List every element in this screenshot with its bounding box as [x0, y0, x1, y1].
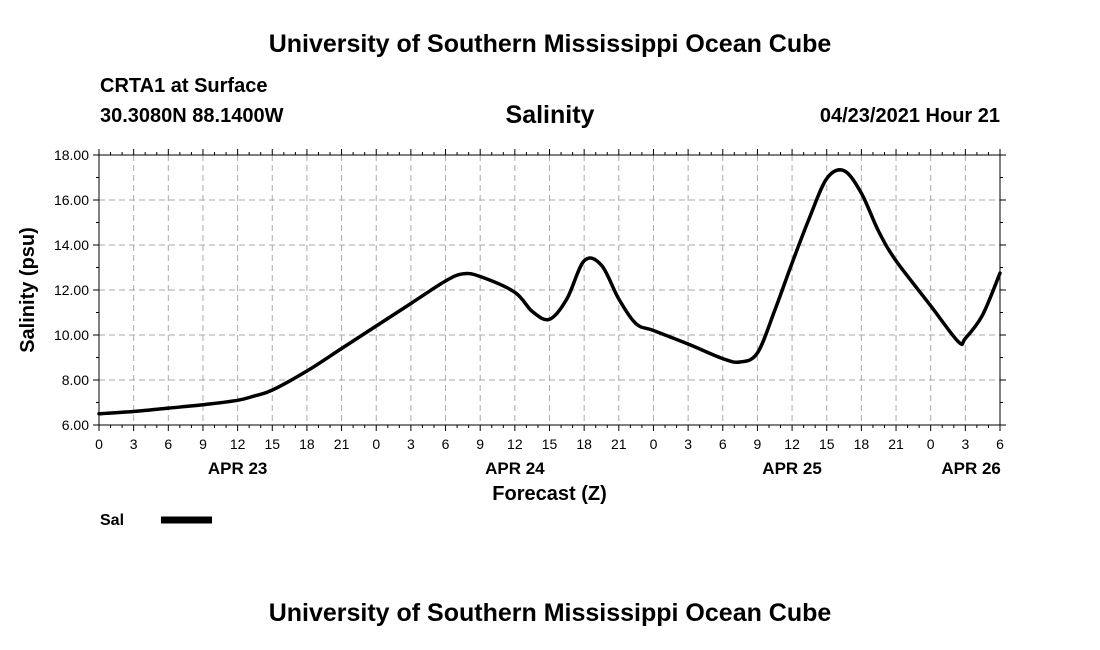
y-tick-label: 10.00	[54, 327, 89, 343]
plot-frame	[98, 154, 1001, 426]
x-tick-label: 15	[542, 436, 558, 452]
x-tick-label: 18	[576, 436, 592, 452]
y-tick-label: 12.00	[54, 282, 89, 298]
x-tick-label: 18	[854, 436, 870, 452]
y-tick-label: 16.00	[54, 192, 89, 208]
x-tick-label: 3	[684, 436, 692, 452]
series-line-sal	[97, 168, 1002, 416]
x-tick-label: 21	[611, 436, 627, 452]
y-tick-label: 14.00	[54, 237, 89, 253]
station-label: CRTA1 at Surface	[100, 75, 268, 97]
x-tick-label: 0	[372, 436, 380, 452]
x-tick-label: 12	[507, 436, 523, 452]
x-tick-label: 9	[476, 436, 484, 452]
x-tick-label: 9	[754, 436, 762, 452]
footer-title: University of Southern Mississippi Ocean…	[268, 599, 832, 627]
variable-title: Salinity	[505, 101, 595, 129]
axis-labels: 6.00 8.00 10.00 12.00 14.00 16.00 18.00 0 3 6 9 12 1…	[17, 147, 1004, 529]
x-tick-label: 6	[996, 436, 1004, 452]
date-label: APR 26	[941, 459, 1001, 478]
series-layer	[97, 168, 1002, 416]
x-tick-label: 9	[199, 436, 207, 452]
chart-title: University of Southern Mississippi Ocean…	[268, 30, 832, 58]
y-tick-label: 18.00	[54, 147, 89, 163]
y-axis-title: Salinity (psu)	[17, 227, 39, 353]
x-axis-title: Forecast (Z)	[492, 483, 606, 505]
x-tick-label: 3	[407, 436, 415, 452]
axes	[93, 149, 1006, 431]
x-tick-label: 21	[334, 436, 350, 452]
x-tick-label: 0	[95, 436, 103, 452]
x-tick-label: 12	[784, 436, 800, 452]
forecast-datetime: 04/23/2021 Hour 21	[819, 105, 1000, 127]
coordinates-label: 30.3080N 88.1400W	[100, 105, 284, 127]
x-tick-label: 0	[927, 436, 935, 452]
x-tick-label: 6	[164, 436, 172, 452]
x-tick-label: 6	[442, 436, 450, 452]
x-tick-label: 3	[130, 436, 138, 452]
grid-lines	[99, 155, 1000, 425]
y-tick-label: 6.00	[62, 417, 89, 433]
date-label: APR 24	[485, 459, 545, 478]
x-tick-label: 3	[961, 436, 969, 452]
legend-label: Sal	[100, 512, 124, 529]
x-tick-label: 21	[888, 436, 904, 452]
x-tick-label: 6	[719, 436, 727, 452]
x-tick-label: 18	[299, 436, 315, 452]
x-tick-label: 0	[650, 436, 658, 452]
x-tick-label: 15	[819, 436, 835, 452]
y-tick-label: 8.00	[62, 372, 89, 388]
x-tick-label: 15	[264, 436, 280, 452]
date-label: APR 23	[208, 459, 268, 478]
x-tick-label: 12	[230, 436, 246, 452]
date-label: APR 25	[762, 459, 822, 478]
